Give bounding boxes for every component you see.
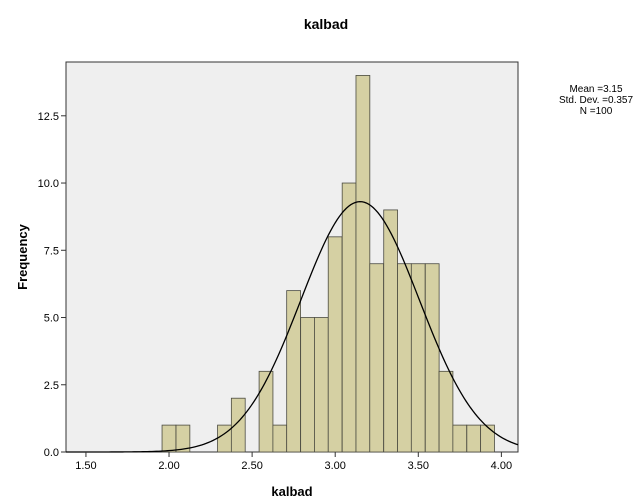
histogram-bar bbox=[424, 263, 440, 453]
chart-title: kalbad bbox=[304, 16, 348, 32]
stat-mean: Mean =3.15 bbox=[569, 84, 623, 95]
x-tick-label: 2.00 bbox=[158, 460, 179, 472]
histogram-bar bbox=[369, 263, 385, 453]
histogram-bar bbox=[355, 75, 371, 453]
histogram-bar bbox=[258, 370, 274, 453]
histogram-bar bbox=[383, 209, 398, 453]
x-tick-label: 3.50 bbox=[408, 460, 429, 472]
histogram-bar bbox=[480, 424, 495, 453]
histogram-bar bbox=[397, 263, 412, 453]
histogram-bar bbox=[286, 290, 301, 453]
histogram-bar bbox=[452, 424, 468, 453]
stats-box: Mean =3.15 Std. Dev. =0.357 N =100 bbox=[559, 84, 633, 117]
histogram-bar bbox=[327, 236, 343, 453]
x-tick-label: 4.00 bbox=[491, 460, 512, 472]
y-axis-label: Frequency bbox=[15, 223, 30, 290]
histogram-bar bbox=[466, 424, 482, 453]
histogram-bar bbox=[438, 370, 454, 453]
histogram-bar bbox=[410, 263, 426, 453]
histogram-bar bbox=[161, 424, 177, 453]
histogram-bar bbox=[314, 317, 329, 453]
histogram-bar bbox=[341, 182, 357, 453]
normal-curve bbox=[66, 200, 519, 453]
x-axis: 1.50 2.00 2.50 3.00 3.50 4.00 bbox=[75, 452, 512, 472]
histogram-bar bbox=[230, 397, 246, 453]
histogram-bar bbox=[175, 424, 191, 453]
y-tick-label: 2.5 bbox=[44, 380, 59, 392]
stat-std-dev: Std. Dev. =0.357 bbox=[559, 95, 633, 106]
histogram-bar bbox=[300, 317, 315, 453]
y-axis: 0.0 2.5 5.0 7.5 10.0 12.5 bbox=[38, 111, 66, 459]
y-tick-label: 0.0 bbox=[44, 447, 59, 459]
x-tick-label: 3.00 bbox=[324, 460, 345, 472]
bars-group bbox=[161, 75, 495, 453]
stat-n: N =100 bbox=[580, 106, 613, 117]
x-tick-label: 2.50 bbox=[241, 460, 262, 472]
y-tick-label: 5.0 bbox=[44, 313, 59, 325]
y-tick-label: 12.5 bbox=[38, 111, 59, 123]
y-tick-label: 7.5 bbox=[44, 245, 59, 257]
histogram-bar bbox=[272, 424, 288, 453]
x-axis-label: kalbad bbox=[271, 484, 312, 499]
x-tick-label: 1.50 bbox=[75, 460, 96, 472]
y-tick-label: 10.0 bbox=[38, 178, 59, 190]
